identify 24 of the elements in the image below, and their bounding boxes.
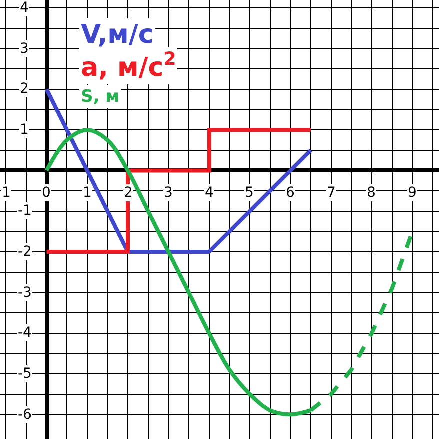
x-tick-label: 7 xyxy=(327,185,336,201)
x-tick-label: 2 xyxy=(124,185,133,201)
series-label: S, м xyxy=(81,87,120,107)
x-tick-label: 1 xyxy=(83,185,92,201)
x-tick-label: 9 xyxy=(408,185,417,201)
y-tick-label: -4 xyxy=(18,325,32,341)
text: a, м/с$^{2}$ xyxy=(81,49,176,83)
x-tick-label: 3 xyxy=(164,185,173,201)
x-tick-label: 5 xyxy=(245,185,254,201)
y-tick-label: 2 xyxy=(20,81,29,97)
x-tick-label: 6 xyxy=(286,185,295,201)
x-tick-label: 1 xyxy=(2,185,11,201)
y-tick-label: 1 xyxy=(20,122,29,138)
y-tick-label: 3 xyxy=(20,41,29,57)
y-tick-label: 4 xyxy=(20,0,29,16)
x-tick-label: 8 xyxy=(367,185,376,201)
x-tick-label: 4 xyxy=(205,185,214,201)
text: V,м/с xyxy=(81,20,154,50)
y-tick-label: -6 xyxy=(18,407,32,423)
x-tick-label: 0 xyxy=(42,185,51,201)
y-tick-label: -2 xyxy=(18,244,32,260)
y-tick-label: -1 xyxy=(18,203,32,219)
y-tick-label: -3 xyxy=(18,285,32,301)
y-tick-label: -5 xyxy=(18,366,32,382)
